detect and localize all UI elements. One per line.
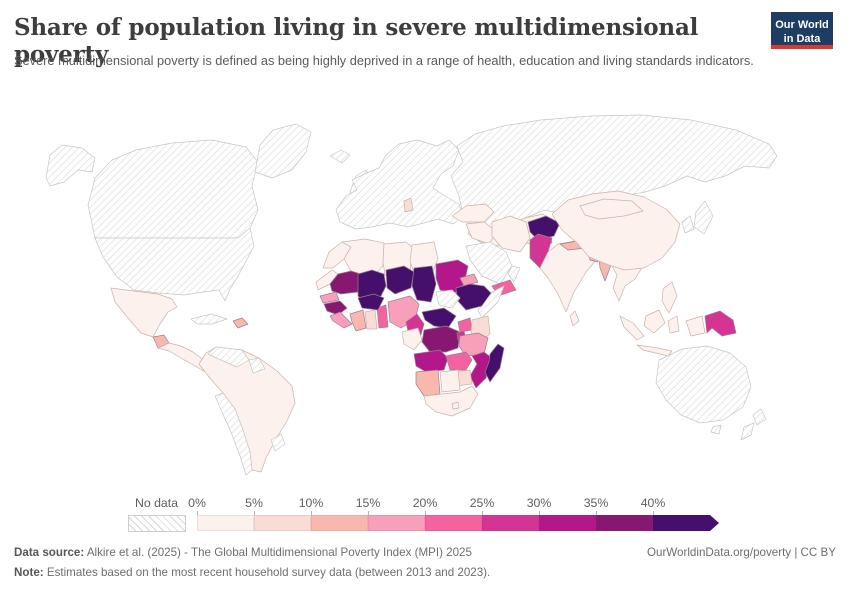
- country-australia[interactable]: [655, 345, 752, 424]
- country-zambia[interactable]: [445, 351, 473, 371]
- country-chile[interactable]: [214, 392, 253, 476]
- country-new-zealand-south[interactable]: [740, 422, 755, 441]
- legend-tick-label: 20%: [412, 496, 438, 510]
- legend-segment[interactable]: [425, 515, 482, 531]
- country-uganda[interactable]: [457, 317, 473, 333]
- legend-segment[interactable]: [482, 515, 539, 531]
- island-borneo[interactable]: [643, 309, 666, 334]
- country-angola[interactable]: [413, 349, 449, 373]
- country-niger[interactable]: [385, 265, 415, 295]
- country-canada[interactable]: [87, 139, 259, 239]
- country-philippines[interactable]: [661, 281, 678, 314]
- country-drc[interactable]: [421, 325, 461, 353]
- country-syria-iraq[interactable]: [465, 221, 498, 245]
- country-iceland[interactable]: [329, 149, 351, 164]
- page-subtitle: Severe multidimensional poverty is defin…: [14, 53, 754, 68]
- legend-tick-label: 30%: [526, 496, 552, 510]
- legend-tick-label: 40%: [640, 496, 666, 510]
- legend-tick-label: 0%: [188, 496, 206, 510]
- country-balkans[interactable]: [403, 197, 414, 213]
- country-oman[interactable]: [507, 265, 521, 283]
- country-burkina-faso[interactable]: [357, 293, 385, 311]
- country-senegal[interactable]: [319, 291, 340, 304]
- country-central-african-republic[interactable]: [421, 307, 457, 329]
- legend-no-data-label: No data: [134, 496, 179, 510]
- legend-segment[interactable]: [653, 515, 719, 531]
- country-india[interactable]: [539, 240, 597, 313]
- footer-data-source: Data source: Alkire et al. (2025) - The …: [14, 546, 472, 559]
- legend-tick-label: 25%: [469, 496, 495, 510]
- country-uruguay[interactable]: [270, 433, 286, 452]
- island-sumatra[interactable]: [619, 315, 645, 341]
- country-mexico[interactable]: [110, 287, 178, 338]
- country-korea[interactable]: [681, 215, 695, 234]
- island-sulawesi[interactable]: [667, 315, 680, 334]
- country-turkey[interactable]: [451, 203, 495, 223]
- legend-segment[interactable]: [368, 515, 425, 531]
- country-new-zealand-north[interactable]: [752, 408, 767, 426]
- country-saudi-arabia[interactable]: [465, 241, 513, 285]
- legend-colorbar: [197, 515, 719, 531]
- country-namibia[interactable]: [415, 369, 441, 397]
- data-source-text: Alkire et al. (2025) - The Global Multid…: [84, 546, 472, 559]
- country-gabon-congo[interactable]: [401, 327, 423, 351]
- country-south-africa[interactable]: [423, 385, 479, 417]
- country-cuba[interactable]: [190, 313, 228, 325]
- page-title: Share of population living in severe mul…: [14, 14, 699, 68]
- country-papua-new-guinea[interactable]: [704, 310, 737, 337]
- country-iran[interactable]: [491, 215, 531, 253]
- legend-segment[interactable]: [596, 515, 653, 531]
- country-south-sudan[interactable]: [435, 289, 461, 309]
- legend-tick-label: 35%: [583, 496, 609, 510]
- country-chad[interactable]: [411, 265, 437, 303]
- country-afghanistan[interactable]: [527, 215, 561, 241]
- footer-note: Note: Estimates based on the most recent…: [14, 566, 490, 579]
- country-togo-benin[interactable]: [376, 304, 389, 329]
- island-java[interactable]: [636, 344, 673, 357]
- country-guyana[interactable]: [248, 357, 266, 374]
- country-sri-lanka[interactable]: [569, 310, 580, 327]
- country-sierra-leone-liberia[interactable]: [329, 311, 353, 329]
- country-mozambique[interactable]: [469, 351, 493, 389]
- country-guinea[interactable]: [323, 300, 348, 316]
- country-haiti[interactable]: [232, 317, 249, 329]
- country-japan[interactable]: [693, 200, 714, 235]
- country-mongolia[interactable]: [579, 198, 644, 220]
- legend-segment[interactable]: [254, 515, 311, 531]
- legend-tick-label: 5%: [245, 496, 263, 510]
- country-cote-divoire[interactable]: [349, 309, 367, 332]
- region-europe[interactable]: [335, 139, 464, 230]
- country-madagascar[interactable]: [484, 343, 505, 383]
- note-text: Estimates based on the most recent house…: [43, 566, 491, 579]
- island-west-papua[interactable]: [685, 315, 706, 337]
- country-botswana[interactable]: [439, 369, 461, 393]
- country-alaska[interactable]: [45, 144, 96, 187]
- legend-segment[interactable]: [197, 515, 254, 531]
- island-tasmania[interactable]: [710, 424, 722, 435]
- legend-no-data-swatch[interactable]: [128, 515, 186, 532]
- country-ghana[interactable]: [364, 309, 378, 330]
- owid-logo[interactable]: Our World in Data: [771, 12, 833, 49]
- owid-logo-line2: in Data: [783, 33, 821, 46]
- footer-link[interactable]: OurWorldinData.org/poverty | CC BY: [646, 546, 836, 559]
- country-usa[interactable]: [94, 227, 255, 302]
- country-eritrea[interactable]: [459, 273, 479, 287]
- data-source-label: Data source:: [14, 546, 85, 559]
- country-lesotho[interactable]: [451, 401, 460, 410]
- owid-logo-line1: Our World: [775, 19, 829, 31]
- country-venezuela[interactable]: [207, 346, 250, 368]
- country-russia[interactable]: [450, 114, 778, 231]
- legend-tick-label: 15%: [355, 496, 381, 510]
- country-greenland[interactable]: [254, 123, 312, 179]
- legend-tick-label: 10%: [298, 496, 324, 510]
- legend-segment[interactable]: [311, 515, 368, 531]
- note-label: Note:: [14, 566, 44, 579]
- legend-segment[interactable]: [539, 515, 596, 531]
